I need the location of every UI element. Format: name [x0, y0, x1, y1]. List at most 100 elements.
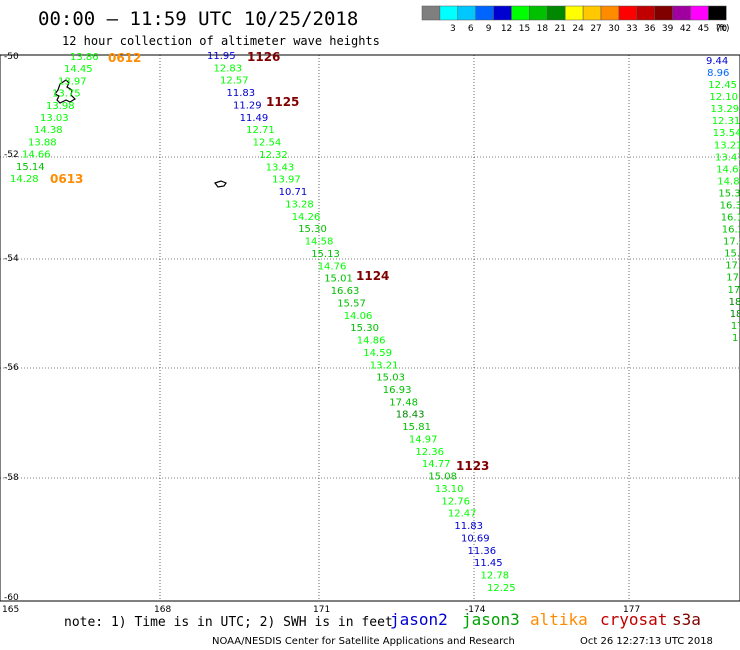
legend-value: 12: [501, 24, 512, 34]
mission-cryosat: cryosat: [600, 610, 667, 629]
swh-value: 13.29: [711, 104, 740, 115]
lat-lon-grid: [0, 55, 740, 601]
lat-label: -54: [4, 254, 19, 264]
swh-value: 17.5: [726, 273, 740, 284]
legend-swatch: [636, 5, 655, 21]
swh-value: 17.: [728, 285, 740, 296]
swh-value: 14.38: [34, 125, 63, 136]
swh-value: 12.36: [415, 447, 444, 458]
swh-value: 12.47: [448, 509, 477, 520]
legend-value: 36: [644, 24, 656, 34]
swh-value: 8.96: [707, 68, 729, 79]
swh-value: 12.32: [259, 150, 288, 161]
lat-label: -58: [4, 473, 19, 483]
legend-value: 70: [716, 24, 728, 34]
swh-value: 13.43: [266, 162, 295, 173]
swh-value: 13.21: [370, 360, 399, 371]
legend-swatch: [421, 5, 441, 21]
swh-value: 11.45: [474, 558, 503, 569]
swh-value: 9.44: [706, 56, 728, 67]
swh-value: 13.97: [58, 76, 87, 87]
legend-value: 15: [519, 24, 530, 34]
longitude-labels: 165 168 171 -174 177: [2, 605, 640, 615]
swh-value: 12.45: [708, 80, 737, 91]
auckland-islands-shape: [54, 79, 76, 104]
swh-value: 14.69: [716, 164, 740, 175]
swh-value: 14.45: [64, 64, 93, 75]
pass-label-1124: 1124: [356, 269, 389, 283]
swh-value: 16.63: [331, 286, 360, 297]
swh-value: 13.88: [28, 137, 57, 148]
lat-label: -56: [4, 363, 19, 373]
footer-note: note: 1) Time is in UTC; 2) SWH is in fe…: [64, 615, 393, 630]
legend-value: 9: [486, 24, 492, 34]
swh-value: 11.36: [468, 546, 497, 557]
east-track: 9.448.9612.4512.1013.2912.3113.5413.2113…: [706, 56, 740, 344]
pass-label-1123: 1123: [456, 459, 489, 473]
swh-value: 13.54: [713, 128, 740, 139]
legend-value: 33: [626, 24, 637, 34]
legend-swatch: [475, 5, 494, 21]
mission-legend: jason2 jason3 altika cryosat s3a: [390, 610, 701, 629]
swh-value: 17.89: [723, 237, 740, 248]
swh-value: 13.21: [714, 140, 740, 151]
legend-swatch: [582, 5, 602, 21]
swh-value: 18.: [729, 297, 740, 308]
legend-value: 6: [468, 24, 474, 34]
legend-unit: (ft): [716, 24, 730, 34]
swh-value: 14.77: [422, 459, 451, 470]
map-subtitle: 12 hour collection of altimeter wave hei…: [62, 34, 380, 48]
mission-jason3: jason3: [462, 610, 520, 629]
legend-swatch: [529, 5, 548, 21]
swh-value: 14.28: [10, 174, 39, 185]
legend-value: 18: [537, 24, 549, 34]
mission-jason2: jason2: [390, 610, 448, 629]
legend-swatch: [493, 5, 512, 21]
legend-swatch: [618, 5, 638, 21]
island-outlines: [54, 79, 227, 188]
wave-height-legend: 3 6 9 12 15 18 21 24 27 30 33 36 39 42 45 70(ft): [421, 5, 730, 34]
swh-value: 12.78: [481, 571, 510, 582]
swh-value: 15.01: [324, 274, 353, 285]
mission-s3a: s3a: [672, 610, 701, 629]
swh-value: 15.7: [724, 249, 740, 260]
pass-label-1125: 1125: [266, 95, 299, 109]
swh-value: 16.93: [383, 385, 412, 396]
pass-label-0612: 0612: [108, 51, 141, 65]
swh-value: 15.13: [311, 249, 340, 260]
footer-timestamp: Oct 26 12:27:13 UTC 2018: [580, 636, 713, 647]
swh-value: 1: [732, 333, 738, 344]
swh-value: 14.59: [363, 348, 392, 359]
swh-value: 14.66: [22, 150, 51, 161]
swh-value: 15.03: [376, 373, 405, 384]
pass-label-0613: 0613: [50, 172, 83, 186]
swh-value: 10.71: [279, 187, 308, 198]
swh-value: 14.76: [318, 261, 347, 272]
legend-swatch: [564, 5, 584, 21]
footer-credit: NOAA/NESDIS Center for Satellite Applica…: [212, 636, 515, 647]
swh-value: 15.14: [16, 162, 45, 173]
legend-swatch: [511, 5, 530, 21]
swh-value: 18: [730, 309, 740, 320]
swh-value: 15.57: [337, 298, 366, 309]
lon-label: 168: [154, 605, 171, 615]
jason-track: 11.9512.8312.5711.8311.2911.4912.7112.54…: [207, 51, 516, 594]
swh-value: 15.30: [298, 224, 327, 235]
swh-value: 13.28: [285, 199, 314, 210]
swh-value: 17: [731, 321, 740, 332]
lon-label: 177: [623, 605, 640, 615]
legend-value: 21: [555, 24, 566, 34]
swh-value: 13.97: [272, 175, 301, 186]
lon-label: 171: [313, 605, 330, 615]
swh-value: 16.28: [722, 225, 740, 236]
swh-value: 16.33: [720, 201, 740, 212]
swh-value: 12.76: [441, 496, 470, 507]
swh-value: 11.95: [207, 51, 236, 62]
pass-labels: 0612 0613 1126 1125 1124 1123: [50, 50, 489, 473]
swh-value: 18.43: [396, 410, 425, 421]
legend-swatch: [708, 5, 727, 21]
legend-swatch: [547, 5, 566, 21]
swh-value: 12.71: [246, 125, 275, 136]
